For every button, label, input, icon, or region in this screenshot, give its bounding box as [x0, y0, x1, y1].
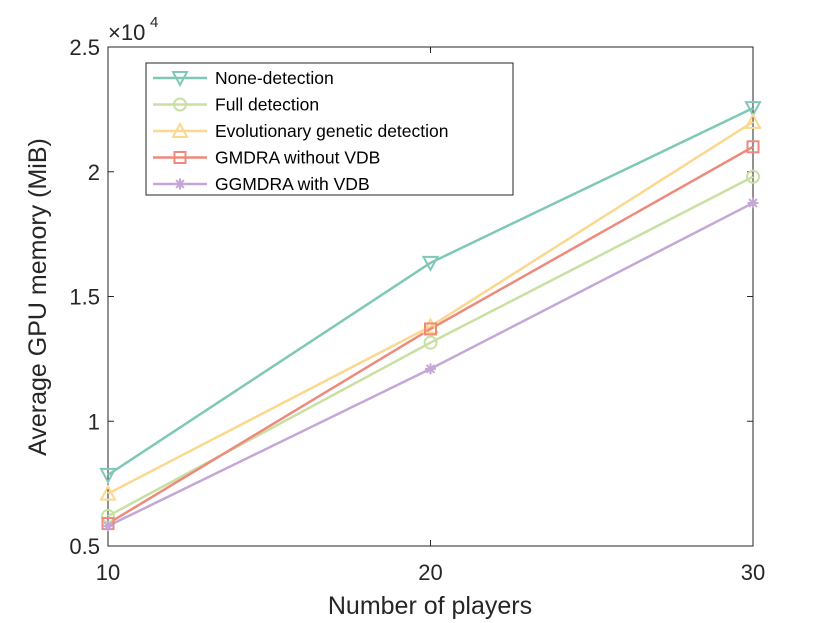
series-line-evolutionary-genetic-detection — [107, 120, 754, 495]
y-tick-label: 1.5 — [69, 285, 100, 310]
x-tick-label: 20 — [418, 560, 442, 585]
legend-label-evolutionary-genetic-detection: Evolutionary genetic detection — [215, 121, 448, 141]
legend-marker-full-detection — [173, 97, 187, 112]
legend-marker-ggmdra-with-vdb — [174, 178, 186, 190]
data-point-gmdra-without-vdb — [746, 140, 760, 154]
data-point-gmdra-without-vdb — [424, 322, 437, 336]
y-tick-label: 1 — [88, 409, 100, 434]
x-tick-label: 30 — [741, 560, 765, 585]
legend-marker-gmdra-without-vdb — [173, 151, 187, 164]
y-axis-label: Average GPU memory (MiB) — [24, 138, 52, 456]
data-point-ggmdra-with-vdb — [747, 197, 759, 209]
series-line-none-detection — [107, 107, 754, 476]
data-point-none-detection — [744, 101, 762, 118]
legend: None-detection Full detection Evolutionary… — [145, 62, 514, 196]
data-point-full-detection — [423, 335, 438, 350]
x-ticks: 10 20 30 — [96, 47, 765, 585]
series-line-gmdra-without-vdb — [107, 145, 754, 525]
legend-label-gmdra-without-vdb: GMDRA without VDB — [215, 148, 380, 168]
data-point-evolutionary-genetic-detection — [421, 317, 440, 334]
y-tick-label: 2.5 — [69, 35, 100, 60]
y-tick-label: 2 — [88, 160, 100, 185]
data-point-none-detection — [421, 255, 440, 272]
y-tick-label: 0.5 — [69, 534, 100, 559]
legend-marker-none-detection — [171, 71, 189, 88]
data-point-evolutionary-genetic-detection — [744, 112, 762, 129]
data-point-ggmdra-with-vdb — [425, 363, 436, 375]
x-axis-label: Number of players — [328, 592, 532, 620]
legend-label-none-detection: None-detection — [215, 68, 334, 88]
legend-box — [145, 62, 514, 196]
legend-label-full-detection: Full detection — [215, 95, 319, 115]
legend-marker-evolutionary-genetic-detection — [171, 121, 189, 138]
data-point-ggmdra-with-vdb — [102, 520, 114, 532]
y-exponent-base: ×10 — [108, 20, 145, 45]
data-point-evolutionary-genetic-detection — [99, 484, 117, 501]
data-point-full-detection — [746, 169, 760, 184]
legend-label-ggmdra-with-vdb: GGMDRA with VDB — [215, 174, 370, 194]
y-ticks: 0.5 1 1.5 2 2.5 — [69, 35, 753, 559]
data-point-none-detection — [99, 467, 117, 485]
series-layer — [99, 101, 762, 532]
x-tick-label: 10 — [96, 560, 120, 585]
y-exponent-power: 4 — [150, 14, 158, 31]
